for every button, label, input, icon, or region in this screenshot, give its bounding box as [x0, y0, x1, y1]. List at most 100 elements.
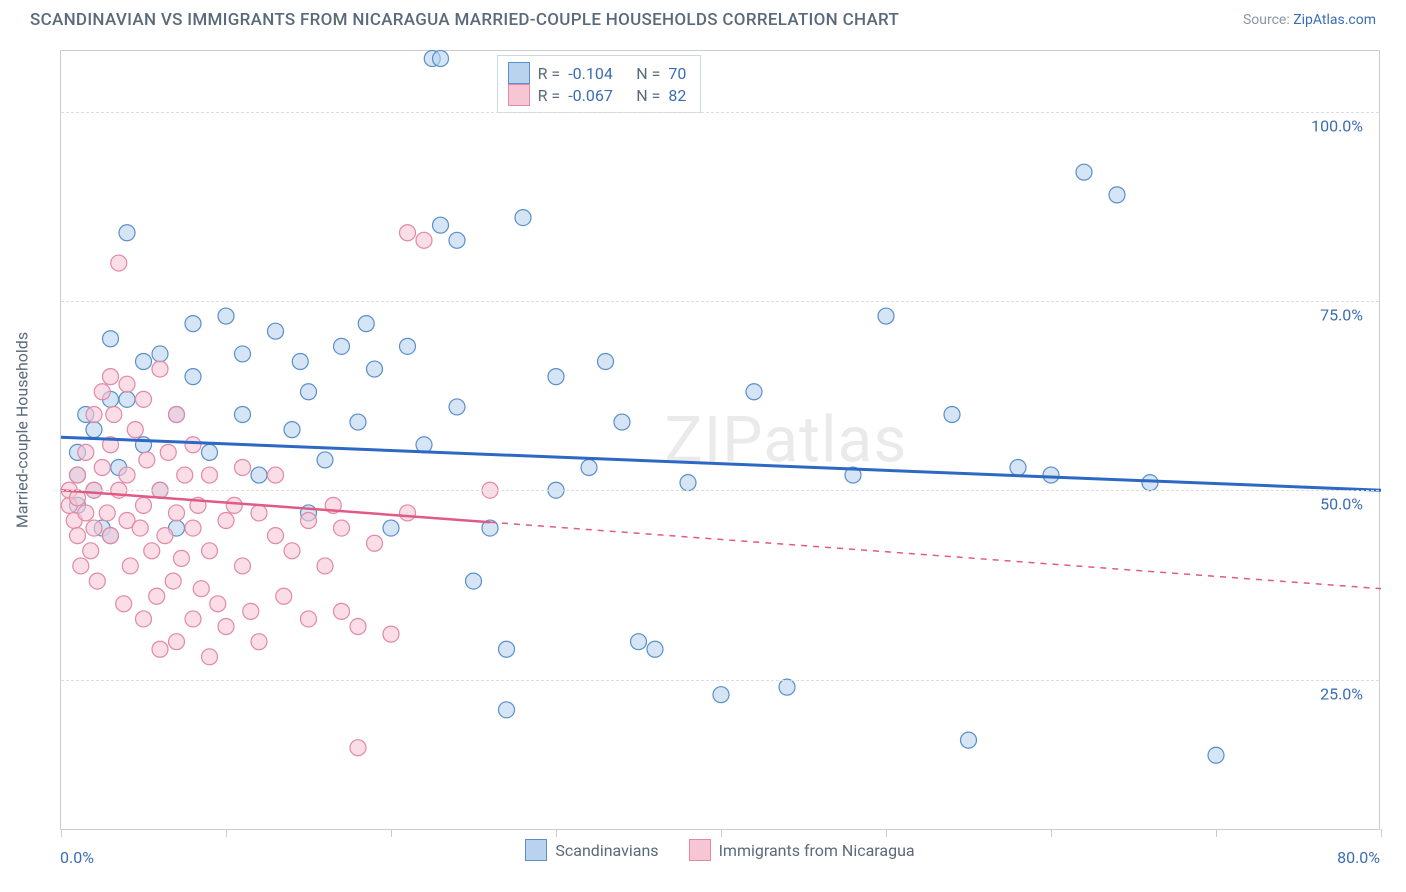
data-point: [202, 543, 218, 559]
data-point: [226, 497, 242, 513]
data-point: [116, 596, 132, 612]
data-point: [218, 308, 234, 324]
data-point: [202, 467, 218, 483]
data-point: [103, 331, 119, 347]
data-point: [235, 346, 251, 362]
data-point: [631, 634, 647, 650]
data-point: [103, 369, 119, 385]
data-point: [614, 414, 630, 430]
data-point: [334, 603, 350, 619]
data-point: [317, 558, 333, 574]
data-point: [367, 535, 383, 551]
data-point: [466, 573, 482, 589]
data-point: [400, 505, 416, 521]
data-point: [515, 210, 531, 226]
data-point: [193, 581, 209, 597]
data-point: [268, 323, 284, 339]
data-point: [165, 573, 181, 589]
data-point: [292, 353, 308, 369]
data-point: [152, 641, 168, 657]
data-point: [598, 353, 614, 369]
data-point: [160, 444, 176, 460]
data-point: [1043, 467, 1059, 483]
data-point: [581, 460, 597, 476]
legend-swatch: [508, 84, 530, 106]
data-point: [119, 391, 135, 407]
data-point: [284, 422, 300, 438]
source-link[interactable]: ZipAtlas.com: [1293, 12, 1376, 28]
data-point: [416, 232, 432, 248]
data-point: [185, 520, 201, 536]
source-attribution: Source: ZipAtlas.com: [1243, 12, 1376, 28]
legend-item: Scandinavians: [525, 839, 658, 861]
data-point: [119, 376, 135, 392]
data-point: [383, 520, 399, 536]
data-point: [119, 467, 135, 483]
data-point: [202, 444, 218, 460]
data-point: [119, 225, 135, 241]
legend-item: Immigrants from Nicaragua: [689, 839, 915, 861]
data-point: [136, 353, 152, 369]
data-point: [449, 232, 465, 248]
data-point: [1208, 747, 1224, 763]
data-point: [358, 316, 374, 332]
y-tick-label: 50.0%: [1320, 495, 1363, 514]
legend-swatch: [525, 839, 547, 861]
legend-stat-row: R =-0.067N =82: [508, 84, 687, 106]
data-point: [177, 467, 193, 483]
data-point: [86, 422, 102, 438]
data-point: [268, 528, 284, 544]
data-point: [218, 513, 234, 529]
x-tick: [886, 829, 887, 837]
data-point: [1109, 187, 1125, 203]
data-point: [548, 369, 564, 385]
chart-title: SCANDINAVIAN VS IMMIGRANTS FROM NICARAGU…: [30, 10, 899, 30]
data-point: [185, 611, 201, 627]
y-tick-label: 100.0%: [1311, 116, 1363, 135]
data-point: [301, 611, 317, 627]
legend-swatch: [508, 62, 530, 84]
x-tick: [1051, 829, 1052, 837]
data-point: [106, 406, 122, 422]
gridline: [61, 490, 1379, 491]
data-point: [202, 649, 218, 665]
data-point: [235, 558, 251, 574]
data-point: [86, 520, 102, 536]
data-point: [144, 543, 160, 559]
data-point: [235, 460, 251, 476]
data-point: [367, 361, 383, 377]
data-point: [173, 550, 189, 566]
data-point: [152, 361, 168, 377]
data-point: [334, 520, 350, 536]
data-point: [218, 619, 234, 635]
data-point: [78, 444, 94, 460]
data-point: [94, 460, 110, 476]
x-tick: [391, 829, 392, 837]
data-point: [111, 255, 127, 271]
data-point: [210, 596, 226, 612]
data-point: [70, 467, 86, 483]
legend-label: Scandinavians: [555, 841, 658, 860]
data-point: [400, 338, 416, 354]
data-point: [433, 217, 449, 233]
data-point: [961, 732, 977, 748]
data-point: [301, 384, 317, 400]
gridline: [61, 301, 1379, 302]
data-point: [251, 634, 267, 650]
data-point: [713, 687, 729, 703]
data-point: [157, 528, 173, 544]
y-axis-label: Married-couple Households: [13, 332, 32, 528]
data-point: [122, 558, 138, 574]
data-point: [317, 452, 333, 468]
x-tick: [226, 829, 227, 837]
data-point: [878, 308, 894, 324]
data-point: [779, 679, 795, 695]
data-point: [185, 316, 201, 332]
x-tick: [61, 829, 62, 837]
data-point: [185, 437, 201, 453]
legend-stat-row: R =-0.104N =70: [508, 62, 687, 84]
data-point: [350, 414, 366, 430]
data-point: [284, 543, 300, 559]
correlation-legend: R =-0.104N =70R =-0.067N =82: [497, 55, 702, 113]
data-point: [268, 467, 284, 483]
